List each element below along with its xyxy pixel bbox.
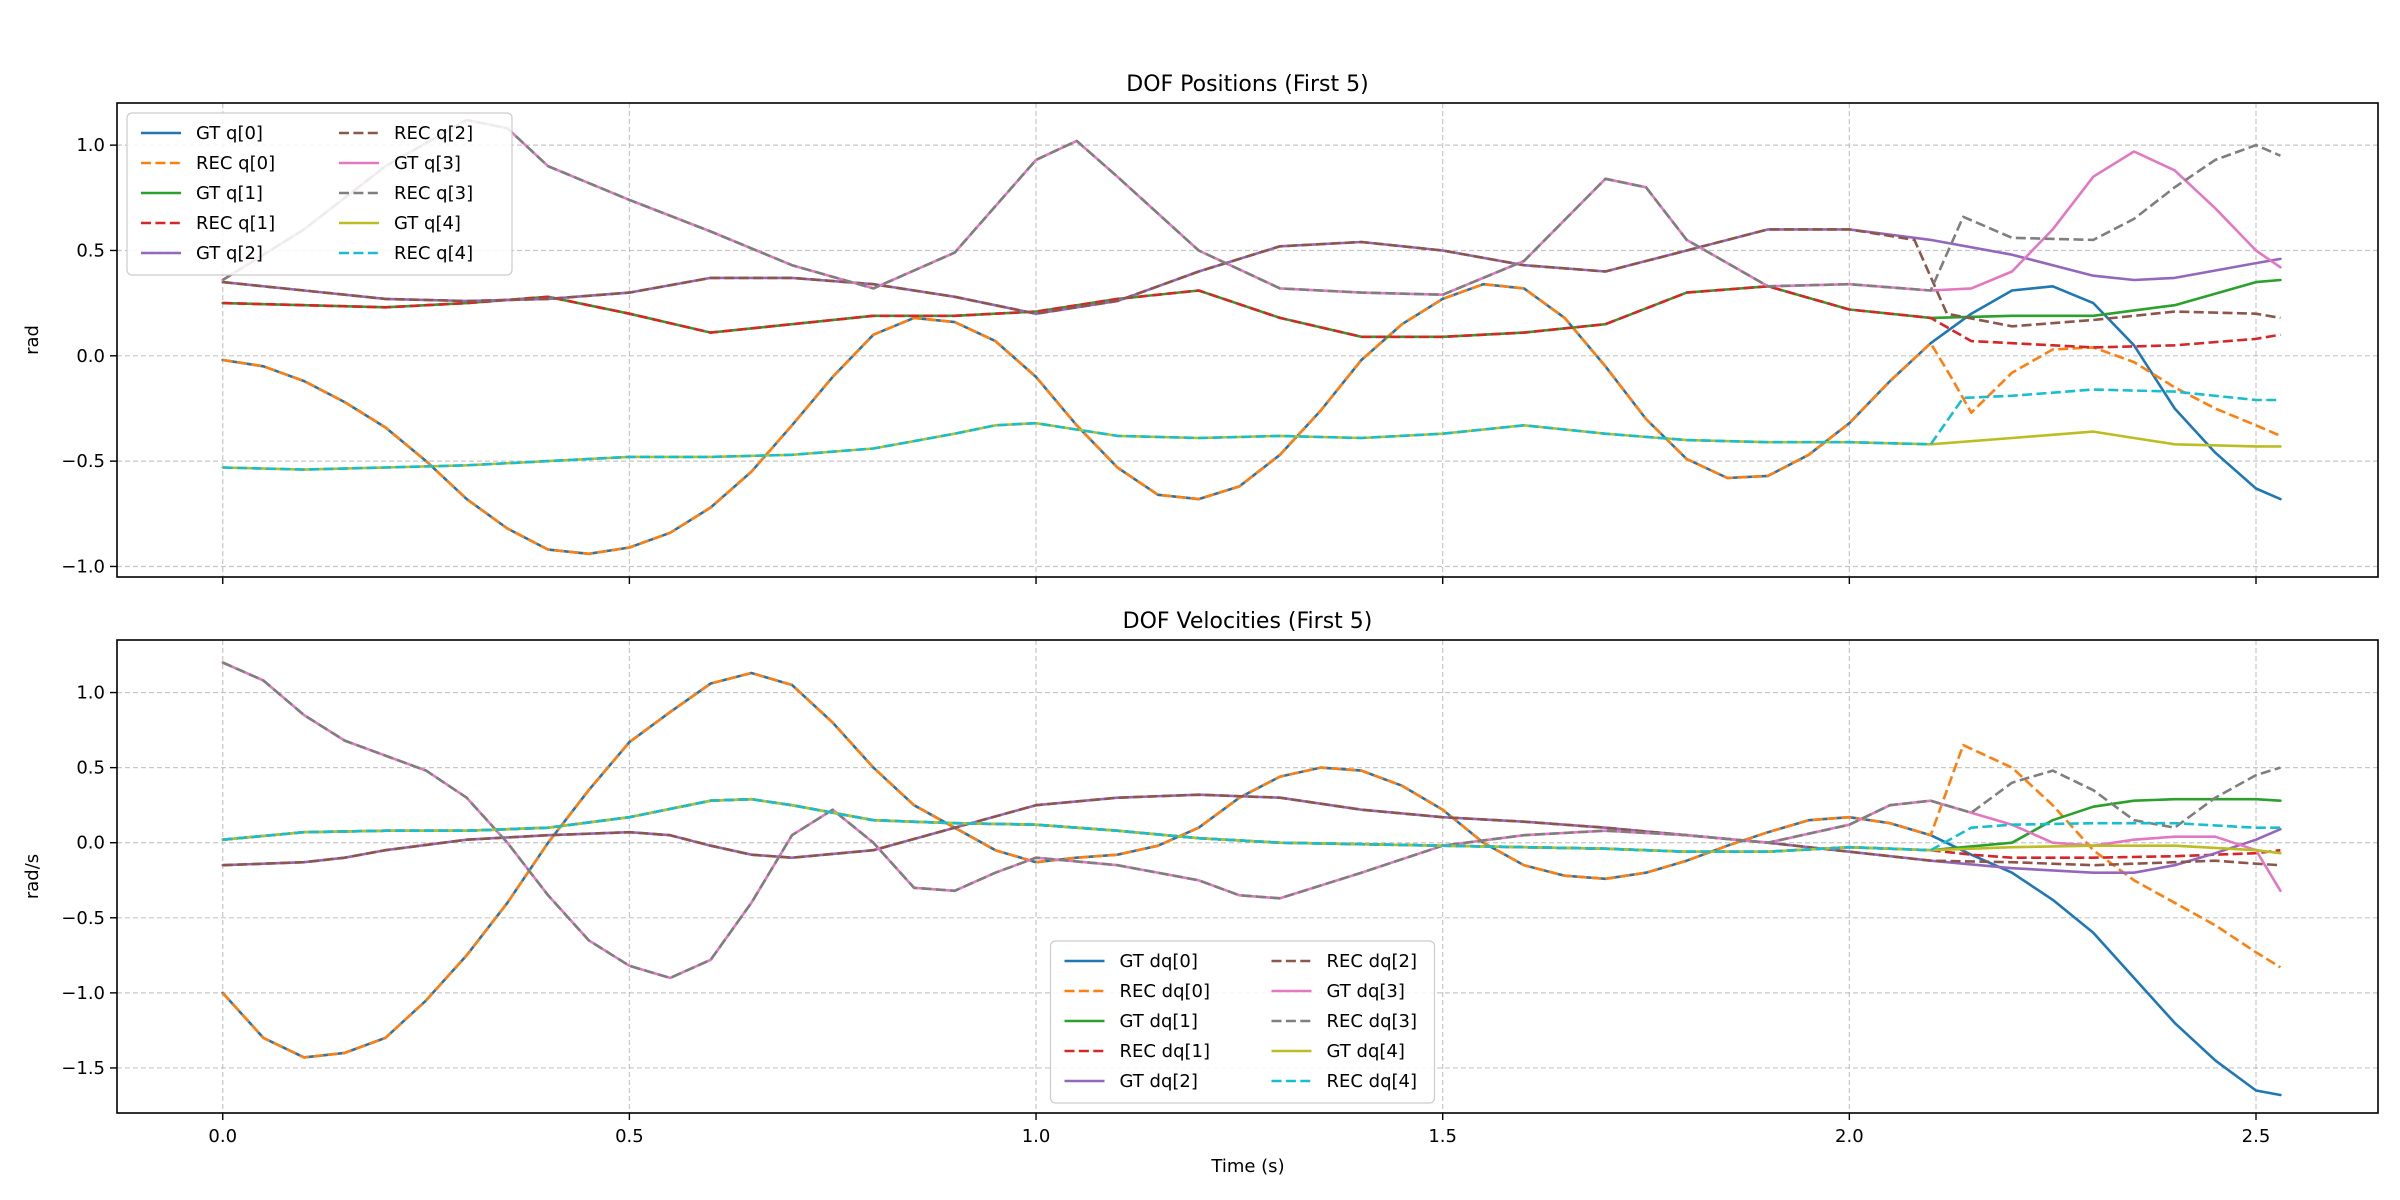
legend-label: GT q[1] [196,183,263,204]
legend-label: GT q[4] [394,213,461,234]
axes-frame [116,102,2379,578]
legend-label: REC q[4] [394,243,473,264]
x-tick-label: 2.5 [2242,1126,2271,1147]
x-tick-label: 0.0 [208,1126,237,1147]
chart-title: DOF Velocities (First 5) [1123,609,1373,634]
legend-label: REC dq[4] [1327,1071,1418,1092]
x-tick-label: 0.5 [615,1126,644,1147]
y-tick-label: −1.0 [61,983,105,1004]
legend: GT q[0] REC q[0] GT q[1] REC q[1] GT q[2] REC… [126,112,513,276]
legend-label: GT dq[3] [1327,981,1405,1002]
y-axis-label: rad/s [22,854,43,899]
series-line-rec-dq-3 [222,661,2281,980]
legend-label: REC q[1] [196,213,275,234]
legend-label: GT dq[1] [1120,1011,1198,1032]
y-axis-label: rad [22,325,43,355]
series-line-rec-q-4 [222,388,2281,471]
legend: GT dq[0] REC dq[0] GT dq[1] REC dq[1] GT dq[… [1049,940,1436,1104]
y-tick-label: −0.5 [61,451,105,472]
x-tick-label: 1.0 [1022,1126,1051,1147]
legend-label: REC q[3] [394,183,473,204]
y-tick-label: 0.0 [76,833,105,854]
series-line-rec-dq-2 [222,793,2281,867]
legend-box [126,112,513,276]
positions-plot: −1.0 −0.5 0.0 0.5 1.0 DOF Positions (First 5)… [22,72,2379,584]
legend-label: GT dq[2] [1120,1071,1198,1092]
series-group [221,661,2282,1097]
y-tick-label: −1.5 [61,1058,105,1079]
legend-label: REC dq[0] [1120,981,1211,1002]
x-axis-label: Time (s) [1210,1156,1284,1177]
legend-label: REC q[2] [394,123,473,144]
series-line-rec-q-3 [222,118,2281,296]
legend-label: GT q[3] [394,153,461,174]
series-group [221,118,2282,556]
legend-label: REC q[0] [196,153,275,174]
legend-label: GT q[0] [196,123,263,144]
y-tick-label: 0.5 [76,758,105,779]
y-tick-label: −1.0 [61,556,105,577]
series-line-rec-q-2 [222,228,2281,328]
y-tick-label: −0.5 [61,908,105,929]
series-line-rec-dq-0 [221,671,2282,1059]
y-tick-label: 1.0 [76,135,105,156]
series-line-rec-dq-4 [222,797,2281,853]
velocities-plot: −1.5 −1.0 −0.5 0.0 0.5 1.0 0.0 0.5 1.0 1.5 2.0 2.5 D… [22,609,2379,1147]
chart-title: DOF Positions (First 5) [1126,72,1368,97]
legend-label: REC dq[1] [1120,1041,1211,1062]
y-tick-label: 0.5 [76,240,105,261]
x-tick-label: 2.0 [1835,1126,1864,1147]
axes-frame [116,639,2379,1114]
series-line-rec-q-1 [222,285,2281,349]
legend-box [1049,940,1436,1104]
y-tick-label: 0.0 [76,346,105,367]
series-line-rec-q-0 [222,282,2281,556]
legend-label: REC dq[2] [1327,951,1418,972]
x-tick-label: 1.5 [1428,1126,1457,1147]
y-tick-label: 1.0 [76,683,105,704]
legend-label: GT q[2] [196,243,263,264]
legend-label: GT dq[4] [1327,1041,1405,1062]
legend-label: REC dq[3] [1327,1011,1418,1032]
legend-label: GT dq[0] [1120,951,1198,972]
